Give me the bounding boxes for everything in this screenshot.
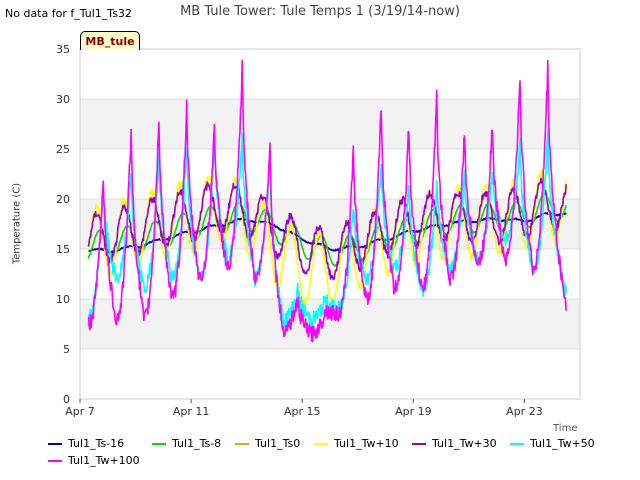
x-tick-label: Apr 7 — [65, 405, 95, 418]
y-tick-label: 15 — [56, 243, 70, 256]
site-badge: MB_tule — [80, 31, 140, 50]
y-tick-label: 25 — [56, 143, 70, 156]
y-tick-label: 10 — [56, 293, 70, 306]
x-tick-label: Apr 11 — [173, 405, 210, 418]
series-line-tul1-tw-100 — [87, 59, 567, 343]
plot-frame — [79, 48, 581, 400]
y-tick-label: 5 — [63, 343, 70, 356]
y-tick-label: 20 — [56, 193, 70, 206]
x-tick-label: Apr 19 — [395, 405, 432, 418]
y-tick-label: 0 — [63, 393, 70, 406]
y-tick-label: 35 — [56, 43, 70, 56]
chart-title: MB Tule Tower: Tule Temps 1 (3/19/14-now… — [180, 4, 460, 19]
x-axis-label: Time — [553, 423, 578, 434]
plot-band — [80, 99, 580, 149]
y-tick-label: 30 — [56, 93, 70, 106]
x-tick-label: Apr 23 — [506, 405, 543, 418]
series-line-tul1-tw-30 — [87, 177, 567, 281]
no-data-note: No data for f_Tul1_Ts32 — [5, 7, 132, 20]
x-tick-label: Apr 15 — [284, 405, 321, 418]
